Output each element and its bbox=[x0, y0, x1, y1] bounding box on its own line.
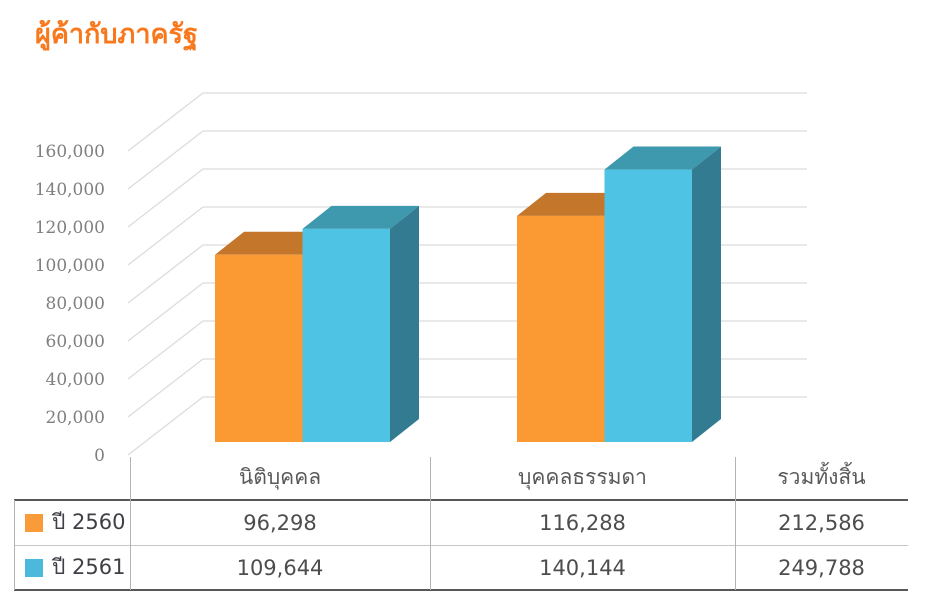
table-col-divider-2 bbox=[430, 457, 431, 590]
y-axis-label: 120,000 bbox=[35, 218, 105, 238]
gridline-diagonal bbox=[127, 206, 204, 266]
gridline-diagonal bbox=[127, 130, 204, 190]
gridline-diagonal bbox=[127, 320, 204, 380]
column-header-0: นิติบุคคล bbox=[238, 465, 322, 489]
column-header-1: บุคคลธรรมดา bbox=[518, 465, 647, 489]
column-header-2: รวมทั้งสิ้น bbox=[777, 465, 866, 489]
gridline-diagonal bbox=[127, 396, 204, 456]
y-axis-label: 20,000 bbox=[46, 408, 105, 428]
y-axis-label: 100,000 bbox=[35, 256, 105, 276]
gridline-diagonal bbox=[127, 168, 204, 228]
legend-swatch-0 bbox=[25, 513, 43, 532]
gridline-diagonal bbox=[127, 358, 204, 418]
y-axis-label: 140,000 bbox=[35, 180, 105, 200]
bar-series-2560-group-0-front-face bbox=[215, 254, 303, 442]
table-top-border bbox=[14, 499, 908, 501]
y-axis-tick-labels: 0 20,000 40,000 60,000 80,000 100,000 120,000 1… bbox=[35, 142, 105, 465]
bar-series-2560-group-1-front-face bbox=[517, 215, 605, 442]
y-axis-label: 80,000 bbox=[46, 294, 105, 314]
table-value-r1-c1: 140,144 bbox=[539, 555, 626, 580]
y-axis-label: 40,000 bbox=[46, 370, 105, 390]
bar-series-2561-group-1-front-face bbox=[604, 169, 692, 442]
bar-series-2560-group-0-top-face bbox=[215, 231, 332, 255]
table-value-r0-c1: 116,288 bbox=[539, 510, 626, 535]
bar-series-2561-group-0-top-face bbox=[302, 205, 419, 229]
y-axis-label: 60,000 bbox=[46, 332, 105, 352]
bar-series-2561-group-1-side-face bbox=[692, 146, 721, 442]
gridline-diagonal bbox=[127, 282, 204, 342]
table-left-border bbox=[14, 500, 15, 590]
bar-series-2560-group-1 bbox=[517, 192, 634, 442]
page-title: ผู้ค้ากับภาครัฐ bbox=[35, 19, 198, 50]
bar-series-2560-group-0 bbox=[215, 231, 332, 442]
legend-swatch-1 bbox=[25, 558, 43, 577]
legend-label-1: ปี 2561 bbox=[52, 555, 126, 579]
table-value-r0-c0: 96,298 bbox=[243, 510, 317, 535]
bar-series-2561-group-0-side-face bbox=[390, 205, 419, 442]
bar-series-2560-group-1-top-face bbox=[517, 192, 634, 216]
table-value-r1-c0: 109,644 bbox=[236, 555, 324, 580]
legend-row-0: ปี 2560 bbox=[14, 500, 130, 545]
table-bottom-border bbox=[14, 589, 908, 591]
legend-label-0: ปี 2560 bbox=[52, 510, 126, 534]
table-value-r1-c2: 249,788 bbox=[778, 555, 865, 580]
bar-chart-3d: 0 20,000 40,000 60,000 80,000 100,000 120,000 1… bbox=[35, 92, 807, 465]
bar-series-2561-group-0 bbox=[302, 205, 419, 442]
table-row-divider bbox=[14, 545, 908, 546]
gridline-diagonal bbox=[127, 92, 204, 152]
gridline-diagonal bbox=[127, 244, 204, 304]
y-axis-label: 160,000 bbox=[35, 142, 105, 162]
legend-row-1: ปี 2561 bbox=[14, 545, 130, 590]
bar-series-2561-group-1-top-face bbox=[604, 146, 721, 170]
bar-series-2561-group-1 bbox=[604, 146, 721, 442]
table-value-r0-c2: 212,586 bbox=[778, 510, 865, 535]
y-axis-label: 0 bbox=[94, 446, 105, 465]
table-col-divider-1 bbox=[130, 457, 131, 590]
table-col-divider-3 bbox=[735, 457, 736, 590]
bar-series-2561-group-0-front-face bbox=[302, 228, 390, 442]
